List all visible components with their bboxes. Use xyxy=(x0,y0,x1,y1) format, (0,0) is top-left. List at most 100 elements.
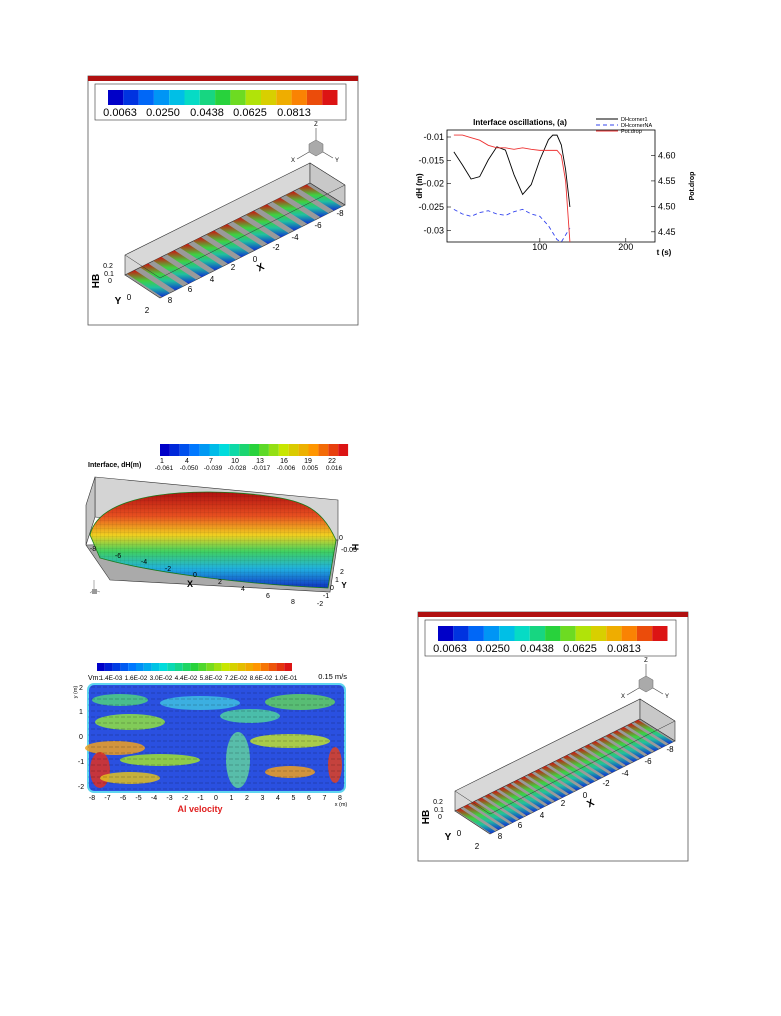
colorbar-swatch xyxy=(184,90,200,105)
x-tick-label: 4 xyxy=(210,275,215,284)
colorbar-label: 0.0250 xyxy=(476,643,510,655)
colorbar-swatch xyxy=(199,444,210,456)
hb-axis-label: HB xyxy=(91,274,102,288)
colorbar-swatch xyxy=(318,444,329,456)
colorbar-swatch xyxy=(306,90,323,105)
y-axis-label: y (m) xyxy=(73,686,79,699)
y-axis-label: Y xyxy=(445,832,452,843)
colorbar-label: 0.0625 xyxy=(563,643,597,655)
x-tick-label: -5 xyxy=(135,795,141,802)
colorbar-value: -0.006 xyxy=(277,465,296,472)
x-axis-label: X xyxy=(187,579,193,589)
y-tick-label: 0 xyxy=(457,829,462,838)
x-tick-label: -4 xyxy=(151,795,157,802)
surface-mesh xyxy=(90,491,336,588)
colorbar-level: 22 xyxy=(328,458,336,465)
x-axis-label: X xyxy=(255,261,266,274)
colorbar-swatch xyxy=(190,663,199,671)
plot-frame xyxy=(446,129,656,243)
colorbar-label: 0.0438 xyxy=(190,107,224,119)
x-tick-label: -6 xyxy=(314,221,322,230)
h-tick-label: -0.05 xyxy=(341,547,357,554)
x-tick-label: 2 xyxy=(561,799,566,808)
colorbar-swatch xyxy=(143,663,152,671)
x-tick-label: 0 xyxy=(214,795,218,802)
x-tick-label: -2 xyxy=(165,566,171,573)
triad-axes xyxy=(626,664,664,696)
x-tick-label: -8 xyxy=(90,546,96,553)
y-tick-label: -0.03 xyxy=(423,225,444,235)
colorbar-value: -0.028 xyxy=(228,465,247,472)
x-tick-label: 200 xyxy=(618,242,633,252)
hb-tick-label: 0.1 xyxy=(434,807,444,814)
colorbar-swatch xyxy=(338,444,349,456)
y-axis-label: Y xyxy=(115,296,122,307)
colorbar-swatch xyxy=(136,663,144,671)
box-edge xyxy=(124,162,346,279)
colorbar-swatch xyxy=(621,626,637,641)
colorbar-swatch xyxy=(276,663,285,671)
colorbar-label: 0.0813 xyxy=(277,107,311,119)
x-tick-label: 4 xyxy=(276,795,280,802)
colorbar-swatch xyxy=(253,663,261,671)
x-tick-label: 6 xyxy=(518,821,523,830)
colorbar-swatch xyxy=(245,663,253,671)
colorbar-level: 10 xyxy=(231,458,239,465)
stripe xyxy=(463,804,503,830)
reference-vector: 0.15 m/s xyxy=(318,672,347,681)
colorbar-name: Vm: xyxy=(88,675,101,682)
y-tick-label: 1 xyxy=(335,577,339,584)
chart-title: Interface oscillations, (a) xyxy=(473,118,567,127)
line-chart: Interface oscillations, (a) 100 200 -0.03 -0… xyxy=(415,117,696,257)
colorbar-swatch xyxy=(97,663,105,671)
x-tick-label: 6 xyxy=(266,593,270,600)
y-tick-label: 1 xyxy=(79,709,83,716)
x-tick-label: -3 xyxy=(166,795,172,802)
colorbar-label: 0.0438 xyxy=(520,643,554,655)
colorbar-swatch xyxy=(259,444,269,456)
caption: Al velocity xyxy=(177,804,222,814)
stripe xyxy=(456,808,496,834)
hb-axis-label: HB xyxy=(421,810,432,824)
triad-label: Y xyxy=(665,694,669,700)
colorbar-swatch xyxy=(560,626,576,641)
colorbar-swatch xyxy=(322,90,338,105)
colorbar-swatch xyxy=(189,444,200,456)
hb-tick-label: 0.1 xyxy=(104,271,114,278)
colorbar-swatch xyxy=(104,663,113,671)
title-bar xyxy=(418,612,688,617)
colorbar-swatch xyxy=(153,90,170,105)
x-tick-label: 4 xyxy=(540,811,545,820)
colorbar-swatch xyxy=(198,663,207,671)
colorbar-swatch xyxy=(230,90,246,105)
velocity-figure: Vm: 1.4E-03 1.6E-02 3.0E-02 4.4E-02 5.8E-02 7.… xyxy=(73,663,347,814)
y2-axis-label: Pot.drop xyxy=(689,172,696,201)
legend-label: DHcorner1 xyxy=(621,117,648,123)
colorbar-swatch xyxy=(159,663,168,671)
colorbar-swatch xyxy=(221,663,230,671)
colorbar-label: 0.0625 xyxy=(233,107,267,119)
colorbar-swatch xyxy=(278,444,289,456)
y-tick-label: -0.015 xyxy=(418,155,444,165)
y-tick-label: -1 xyxy=(323,593,329,600)
colorbar-swatch xyxy=(169,90,185,105)
x-tick-label: 1 xyxy=(230,795,234,802)
x-tick-label: 100 xyxy=(532,242,547,252)
colorbar-swatch xyxy=(606,626,622,641)
y-tick-label: 0 xyxy=(127,293,132,302)
colorbar-swatch xyxy=(206,663,214,671)
triad-label: Z xyxy=(644,658,648,664)
colorbar-swatch xyxy=(483,626,500,641)
y-tick-label: -0.025 xyxy=(418,202,444,212)
colorbar-swatch xyxy=(245,90,261,105)
series-line xyxy=(453,134,571,243)
colorbar-label: 4.4E-02 xyxy=(175,675,198,682)
colorbar-label: 0.0063 xyxy=(103,107,137,119)
x-tick-label: -4 xyxy=(291,233,299,242)
x-tick-label: -8 xyxy=(89,795,95,802)
y-tick-label: -2 xyxy=(317,601,323,608)
y2-tick-label: 4.45 xyxy=(658,227,676,237)
triad-label: X xyxy=(291,158,295,164)
